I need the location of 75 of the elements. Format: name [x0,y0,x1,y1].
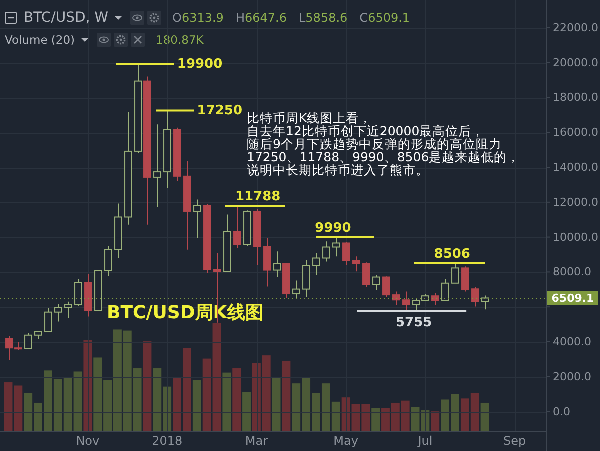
candlestick [472,286,480,308]
candlestick [442,278,450,302]
y-tick-label: 14000.0 [553,161,598,174]
candlestick [44,308,52,333]
candlestick [392,291,400,306]
annotation: 19900 [177,57,223,72]
y-tick-label: 20000.0 [553,56,598,70]
y-tick-label: 10000.0 [553,230,598,244]
y-tick-label: 2000.0 [553,370,592,384]
candlestick [342,242,350,266]
bar [372,408,380,431]
bar [480,402,490,431]
x-tick-label: May [334,434,358,448]
annotation: 5755 [396,315,432,330]
candlestick [54,304,62,322]
bar [143,342,152,431]
x-tick-label: 2018 [152,434,183,448]
x-tick-label: Nov [76,434,100,448]
x-tick-label: Mar [245,434,268,448]
annotation: 自去年12比特币创下近20000最高位后， [247,124,485,138]
candlestick [352,256,360,272]
candlestick [74,278,82,307]
candlestick [234,206,242,249]
annotation: 17250、11788、9990、8506是越来越低的， [247,150,520,164]
candlestick [24,332,32,350]
candlestick [264,238,272,288]
y-tick-label: 18000.0 [553,91,598,104]
candlestick [302,259,310,298]
annotation: 180.87K [156,33,204,47]
bar [222,372,232,431]
text: BTC/USD, W [24,10,109,26]
candlestick [274,251,282,278]
candlestick [362,262,370,288]
chart-title: Volume (20) [5,33,76,47]
candlestick [452,262,460,284]
y-tick-label: 4000.0 [553,336,592,349]
annotation: 8506 [434,246,470,262]
candlestick [402,291,410,312]
candlestick [482,295,490,310]
y-tick-label: 0.0 [553,405,570,418]
bar [242,392,251,431]
bar [272,377,281,431]
x-tick-label: Sep [503,434,526,448]
bar [192,380,202,431]
bar [282,360,291,431]
y-tick-label: 22000.0 [553,21,598,34]
x-tick-label: Jul [417,434,433,448]
y-tick-label: 8000.0 [553,266,592,279]
annotation: 比特币周K线图上看， [247,110,372,126]
annotation: L5858.6 [298,11,348,25]
candlestick [292,280,300,299]
candlestick [312,252,320,276]
bar [232,368,242,431]
bar [431,412,440,431]
annotation: O6313.9 [172,11,224,25]
y-tick-label: 12000.0 [553,196,598,209]
y-tick-label: 16000.0 [553,126,598,140]
candlestick [104,246,112,277]
annotation: 随后9个月下跌趋势中反弹的形成的高位阻力 [247,136,502,152]
candlestick [64,301,72,319]
annotation: C6509.1 [360,11,410,25]
candlestick [382,276,390,298]
candlestick [322,241,330,262]
annotation: 17250 [197,103,243,118]
annotation: 9990 [315,220,352,236]
annotation: 说明中长期比特币进入了熊市。 [247,162,429,178]
candlestick [154,124,162,208]
annotation: H6647.6 [236,11,287,25]
candlestick [432,292,440,306]
candlestick [194,199,202,239]
annotation: 11788 [235,190,281,205]
candlestick [462,266,470,292]
candlestick [372,274,380,291]
candlestick [332,236,340,258]
ref-line-label: 6509.1 [552,292,594,305]
